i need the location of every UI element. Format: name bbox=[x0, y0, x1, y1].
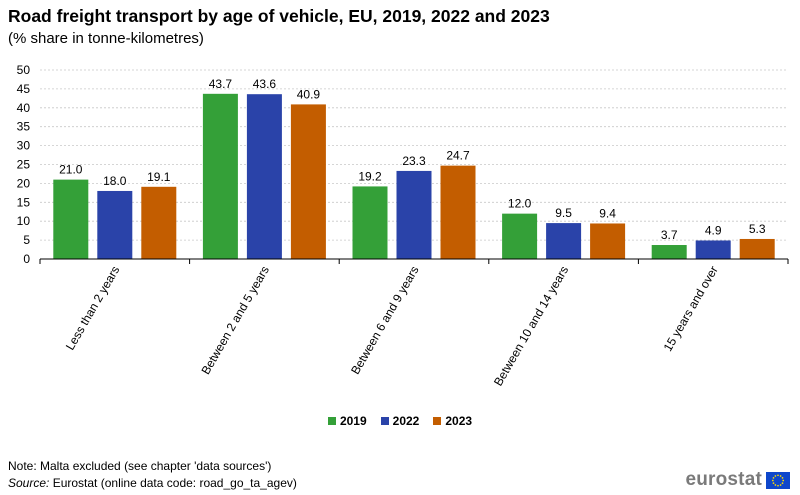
bar-value-label: 23.3 bbox=[402, 154, 426, 168]
bar-2023 bbox=[590, 223, 626, 259]
bar-value-label: 19.1 bbox=[147, 170, 171, 184]
y-tick-label: 50 bbox=[17, 63, 31, 77]
bar-2022 bbox=[546, 223, 582, 259]
bar-value-label: 3.7 bbox=[661, 228, 678, 242]
x-tick-label: Between 2 and 5 years bbox=[198, 264, 271, 377]
x-tick-label: Between 10 and 14 years bbox=[491, 264, 571, 389]
y-tick-label: 30 bbox=[17, 139, 31, 153]
bar-2023 bbox=[141, 186, 177, 259]
flag-star bbox=[774, 483, 777, 486]
legend-item-2019: 2019 bbox=[327, 414, 367, 428]
flag-star bbox=[774, 474, 777, 477]
bar-value-label: 5.3 bbox=[749, 222, 766, 236]
x-tick-label: Less than 2 years bbox=[63, 264, 122, 353]
legend-swatch bbox=[327, 417, 336, 425]
bar-chart: 21.0 43.7 19.2 12.0 3.7 18.0 43.6 23.3 9.5 4.9 19.… bbox=[17, 63, 789, 389]
flag-star bbox=[772, 481, 775, 484]
bar-2019 bbox=[502, 213, 538, 259]
bar-value-label: 43.7 bbox=[209, 77, 233, 91]
x-tick-label: 15 years and over bbox=[661, 264, 721, 354]
bar-value-label: 9.5 bbox=[555, 206, 572, 220]
flag-star bbox=[771, 479, 774, 481]
source-line: Source: Eurostat (online data code: road… bbox=[8, 476, 297, 490]
bar-value-label: 12.0 bbox=[508, 197, 532, 211]
chart-title: Road freight transport by age of vehicle… bbox=[8, 6, 550, 26]
bar-value-label: 9.4 bbox=[599, 206, 616, 220]
y-tick-label: 20 bbox=[17, 176, 31, 190]
bar-value-label: 18.0 bbox=[103, 174, 127, 188]
flag-field bbox=[766, 471, 790, 489]
bars bbox=[53, 93, 775, 260]
y-tick-label: 40 bbox=[17, 101, 31, 115]
bar-value-label: 40.9 bbox=[297, 87, 321, 101]
bar-value-label: 24.7 bbox=[446, 149, 470, 163]
eu-flag-icon bbox=[766, 471, 790, 489]
bar-2022 bbox=[246, 94, 282, 259]
flag-star bbox=[777, 484, 779, 487]
flag-star bbox=[779, 474, 782, 477]
y-tick-label: 45 bbox=[17, 82, 31, 96]
footnote: Note: Malta excluded (see chapter 'data … bbox=[8, 459, 272, 473]
bar-2019 bbox=[352, 186, 388, 259]
eurostat-logo-text: eurostat bbox=[685, 469, 762, 490]
bar-value-label: 4.9 bbox=[705, 223, 722, 237]
chart-subtitle: (% share in tonne-kilometres) bbox=[8, 30, 204, 47]
legend-item-2022: 2022 bbox=[380, 414, 420, 428]
y-tick-label: 25 bbox=[17, 158, 31, 172]
data-labels: 21.0 43.7 19.2 12.0 3.7 18.0 43.6 23.3 9.5 4.9 19.… bbox=[59, 77, 766, 242]
bar-value-label: 21.0 bbox=[59, 163, 83, 177]
y-tick-label: 15 bbox=[17, 195, 31, 209]
eurostat-logo: eurostat bbox=[685, 469, 790, 491]
bar-value-label: 19.2 bbox=[358, 169, 382, 183]
legend-label: 2023 bbox=[445, 414, 473, 428]
bar-2019 bbox=[651, 245, 687, 259]
y-tick-label: 35 bbox=[17, 120, 31, 134]
bar-2022 bbox=[695, 240, 731, 259]
legend-swatch bbox=[380, 417, 389, 425]
source-text: Eurostat (online data code: road_go_ta_a… bbox=[52, 476, 297, 490]
y-tick-label: 10 bbox=[17, 214, 31, 228]
y-tick-label: 5 bbox=[23, 233, 30, 247]
bar-2023 bbox=[290, 104, 326, 259]
bar-2019 bbox=[53, 179, 89, 259]
bar-2022 bbox=[97, 190, 133, 259]
y-tick-label: 0 bbox=[23, 252, 30, 266]
bar-2023 bbox=[440, 165, 476, 259]
legend-swatch bbox=[433, 417, 442, 425]
flag-star bbox=[779, 483, 782, 486]
legend-item-2023: 2023 bbox=[433, 414, 472, 428]
x-tick-label: Between 6 and 9 years bbox=[348, 264, 421, 377]
bar-2022 bbox=[396, 170, 432, 259]
flag-star bbox=[772, 476, 775, 479]
source-label: Source: bbox=[8, 476, 50, 490]
flag-star bbox=[777, 473, 779, 476]
bar-value-label: 43.6 bbox=[253, 77, 277, 91]
flag-star bbox=[781, 481, 784, 484]
bar-2023 bbox=[739, 238, 775, 259]
flag-star bbox=[782, 479, 785, 481]
legend-label: 2019 bbox=[339, 414, 367, 428]
legend: 2019 2022 2023 bbox=[0, 414, 800, 428]
legend-label: 2022 bbox=[392, 414, 420, 428]
flag-star bbox=[781, 476, 784, 479]
bar-2019 bbox=[202, 93, 238, 260]
